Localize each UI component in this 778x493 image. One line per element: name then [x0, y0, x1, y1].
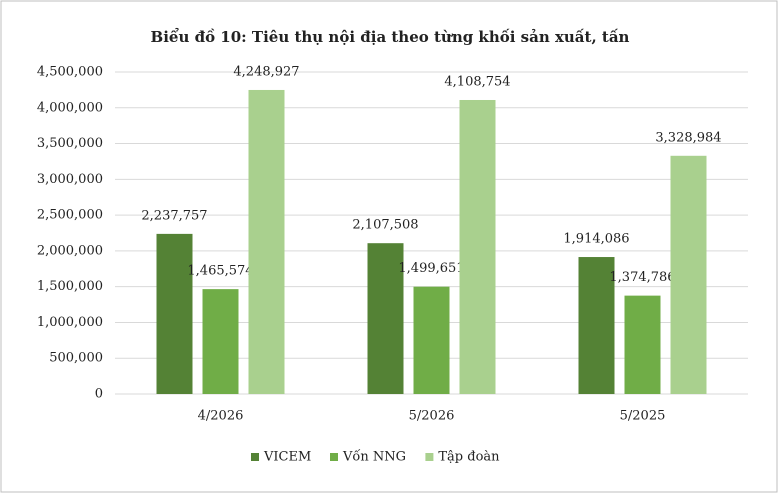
value-label: 1,374,786 — [609, 270, 675, 285]
y-tick-label: 3,000,000 — [37, 172, 103, 187]
y-tick-label: 4,500,000 — [37, 65, 103, 80]
bar — [670, 155, 707, 394]
y-tick-label: 2,500,000 — [37, 208, 103, 223]
value-label: 3,328,984 — [655, 130, 721, 145]
bar — [248, 89, 285, 394]
x-tick-label: 5/2025 — [620, 409, 666, 424]
legend-swatch — [330, 453, 338, 461]
y-tick-label: 3,500,000 — [37, 136, 103, 151]
value-label: 4,248,927 — [233, 64, 299, 79]
bar — [156, 233, 193, 394]
legend-label: Tập đoàn — [438, 450, 500, 465]
y-tick-label: 500,000 — [49, 351, 103, 366]
chart-title: Biểu đồ 10: Tiêu thụ nội địa theo từng k… — [151, 28, 630, 46]
y-tick-label: 1,000,000 — [37, 315, 103, 330]
y-tick-label: 0 — [95, 387, 103, 402]
y-tick-label: 1,500,000 — [37, 279, 103, 294]
value-label: 1,499,651 — [398, 261, 464, 276]
bar — [624, 295, 661, 394]
bar — [459, 99, 496, 395]
value-label: 4,108,754 — [444, 74, 510, 89]
bar — [367, 243, 404, 394]
bar — [202, 289, 239, 394]
value-label: 2,237,757 — [141, 208, 207, 223]
legend-swatch — [251, 453, 259, 461]
bar — [413, 286, 450, 394]
value-label: 1,465,574 — [187, 264, 253, 279]
bar — [578, 257, 615, 394]
legend-label: Vốn NNG — [342, 449, 406, 465]
value-label: 1,914,086 — [563, 232, 629, 247]
legend-swatch — [425, 453, 434, 461]
x-tick-label: 4/2026 — [198, 409, 244, 424]
y-tick-label: 4,000,000 — [37, 100, 103, 115]
x-tick-label: 5/2026 — [409, 409, 455, 424]
legend-label: VICEM — [263, 450, 311, 465]
y-tick-label: 2,000,000 — [37, 243, 103, 258]
value-label: 2,107,508 — [352, 218, 418, 233]
